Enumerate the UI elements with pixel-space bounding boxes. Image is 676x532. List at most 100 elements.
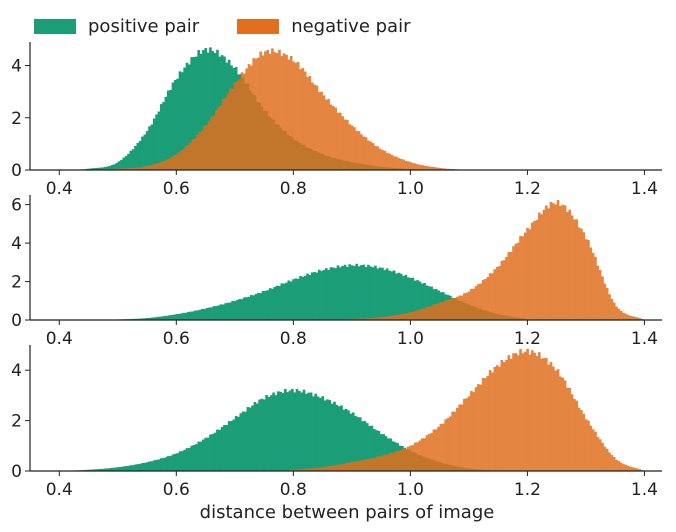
hist-bar xyxy=(175,314,178,320)
hist-bar xyxy=(448,299,452,320)
hist-bar xyxy=(470,288,473,320)
hist-bar xyxy=(378,456,382,471)
hist-bar xyxy=(299,469,302,471)
legend-item-negative: negative pair xyxy=(237,16,411,37)
hist-bar xyxy=(198,132,202,170)
hist-bar xyxy=(338,267,342,320)
hist-bar xyxy=(232,419,236,471)
hist-bar xyxy=(566,211,569,320)
hist-bar xyxy=(183,449,187,471)
hist-bar xyxy=(385,268,389,320)
x-tick-label: 0.4 xyxy=(46,329,73,349)
hist-bar xyxy=(563,205,567,320)
hist-bar xyxy=(145,131,149,170)
hist-bar xyxy=(601,442,604,471)
hist-bar xyxy=(191,311,195,320)
hist-bar xyxy=(605,448,609,471)
hist-bar xyxy=(617,308,621,320)
hist-bar xyxy=(372,429,376,471)
hist-bar xyxy=(430,166,433,170)
hist-bar xyxy=(324,466,328,471)
hist-bar xyxy=(179,150,183,170)
hist-bar xyxy=(327,269,330,320)
hist-bar xyxy=(190,445,194,471)
hist-bar xyxy=(434,429,438,471)
hist-bar xyxy=(176,78,179,170)
hist-bar xyxy=(185,448,189,471)
hist-bar xyxy=(535,220,539,320)
hist-bar xyxy=(328,400,332,471)
hist-bar xyxy=(608,452,611,471)
hist-bar xyxy=(240,72,244,170)
hist-bar xyxy=(317,92,321,170)
hist-bar xyxy=(439,168,443,170)
hist-bar xyxy=(582,232,586,320)
hist-bar xyxy=(157,459,161,471)
hist-bar xyxy=(247,296,251,320)
hist-bar xyxy=(329,466,333,471)
hist-bar xyxy=(385,454,389,471)
hist-bar xyxy=(343,119,347,170)
hist-bar xyxy=(358,417,362,471)
hist-bar xyxy=(371,143,375,170)
x-tick-label: 0.6 xyxy=(163,179,190,199)
hist-bar xyxy=(612,302,616,320)
hist-bar xyxy=(321,396,325,471)
hist-bar xyxy=(177,152,181,170)
hist-bar xyxy=(477,384,480,471)
hist-bar xyxy=(210,307,213,320)
hist-bar xyxy=(413,310,417,320)
y-tick-label: 2 xyxy=(11,273,22,293)
hist-bar xyxy=(416,280,419,320)
histogram-panel-3: 0 2 4 0.4 0.6 0.8 1.0 1.2 1.4 xyxy=(11,345,662,500)
hist-bar xyxy=(409,312,412,320)
hist-bar xyxy=(416,442,419,471)
hist-bar xyxy=(420,165,424,170)
hist-bar xyxy=(512,353,515,471)
hist-bar xyxy=(474,387,478,471)
hist-bar xyxy=(143,462,147,471)
hist-bar xyxy=(388,270,391,320)
hist-bar xyxy=(544,357,548,471)
hist-bar xyxy=(124,155,128,170)
hist-bar xyxy=(335,404,339,471)
hist-bar xyxy=(638,318,642,320)
hist-bar xyxy=(217,107,220,170)
hist-bar xyxy=(350,462,354,471)
hist-bar xyxy=(381,455,384,471)
hist-bar xyxy=(223,425,226,471)
y-tick-label: 4 xyxy=(11,234,22,254)
hist-bar xyxy=(129,465,133,471)
hist-bar xyxy=(498,366,501,471)
hist-bar xyxy=(399,273,403,320)
hist-bar xyxy=(271,48,274,170)
hist-bar xyxy=(283,389,287,471)
hist-bar xyxy=(413,163,417,170)
hist-bar xyxy=(261,290,265,320)
hist-bar xyxy=(463,398,466,471)
hist-bar xyxy=(369,266,373,320)
hist-bar xyxy=(371,267,375,320)
hist-bar xyxy=(362,264,366,320)
hist-bar xyxy=(526,227,529,320)
hist-bar xyxy=(271,288,274,320)
y-tick-label: 4 xyxy=(11,57,22,77)
hist-bar xyxy=(303,275,307,320)
hist-bar xyxy=(287,59,291,170)
hist-bar xyxy=(117,161,121,170)
hist-bar xyxy=(521,236,525,320)
hist-bar xyxy=(512,246,515,320)
hist-bar xyxy=(320,467,323,471)
hist-bar xyxy=(594,256,597,320)
hist-bar xyxy=(432,429,436,471)
hist-bar xyxy=(266,49,270,170)
hist-bar xyxy=(183,67,187,170)
hist-bar xyxy=(638,469,642,471)
hist-bar xyxy=(180,451,184,471)
hist-bar xyxy=(350,125,354,170)
hist-bar xyxy=(612,457,616,471)
hist-bar xyxy=(488,370,492,471)
hist-bar xyxy=(170,157,174,170)
x-tick-label: 0.8 xyxy=(280,329,307,349)
hist-bar xyxy=(246,407,250,471)
